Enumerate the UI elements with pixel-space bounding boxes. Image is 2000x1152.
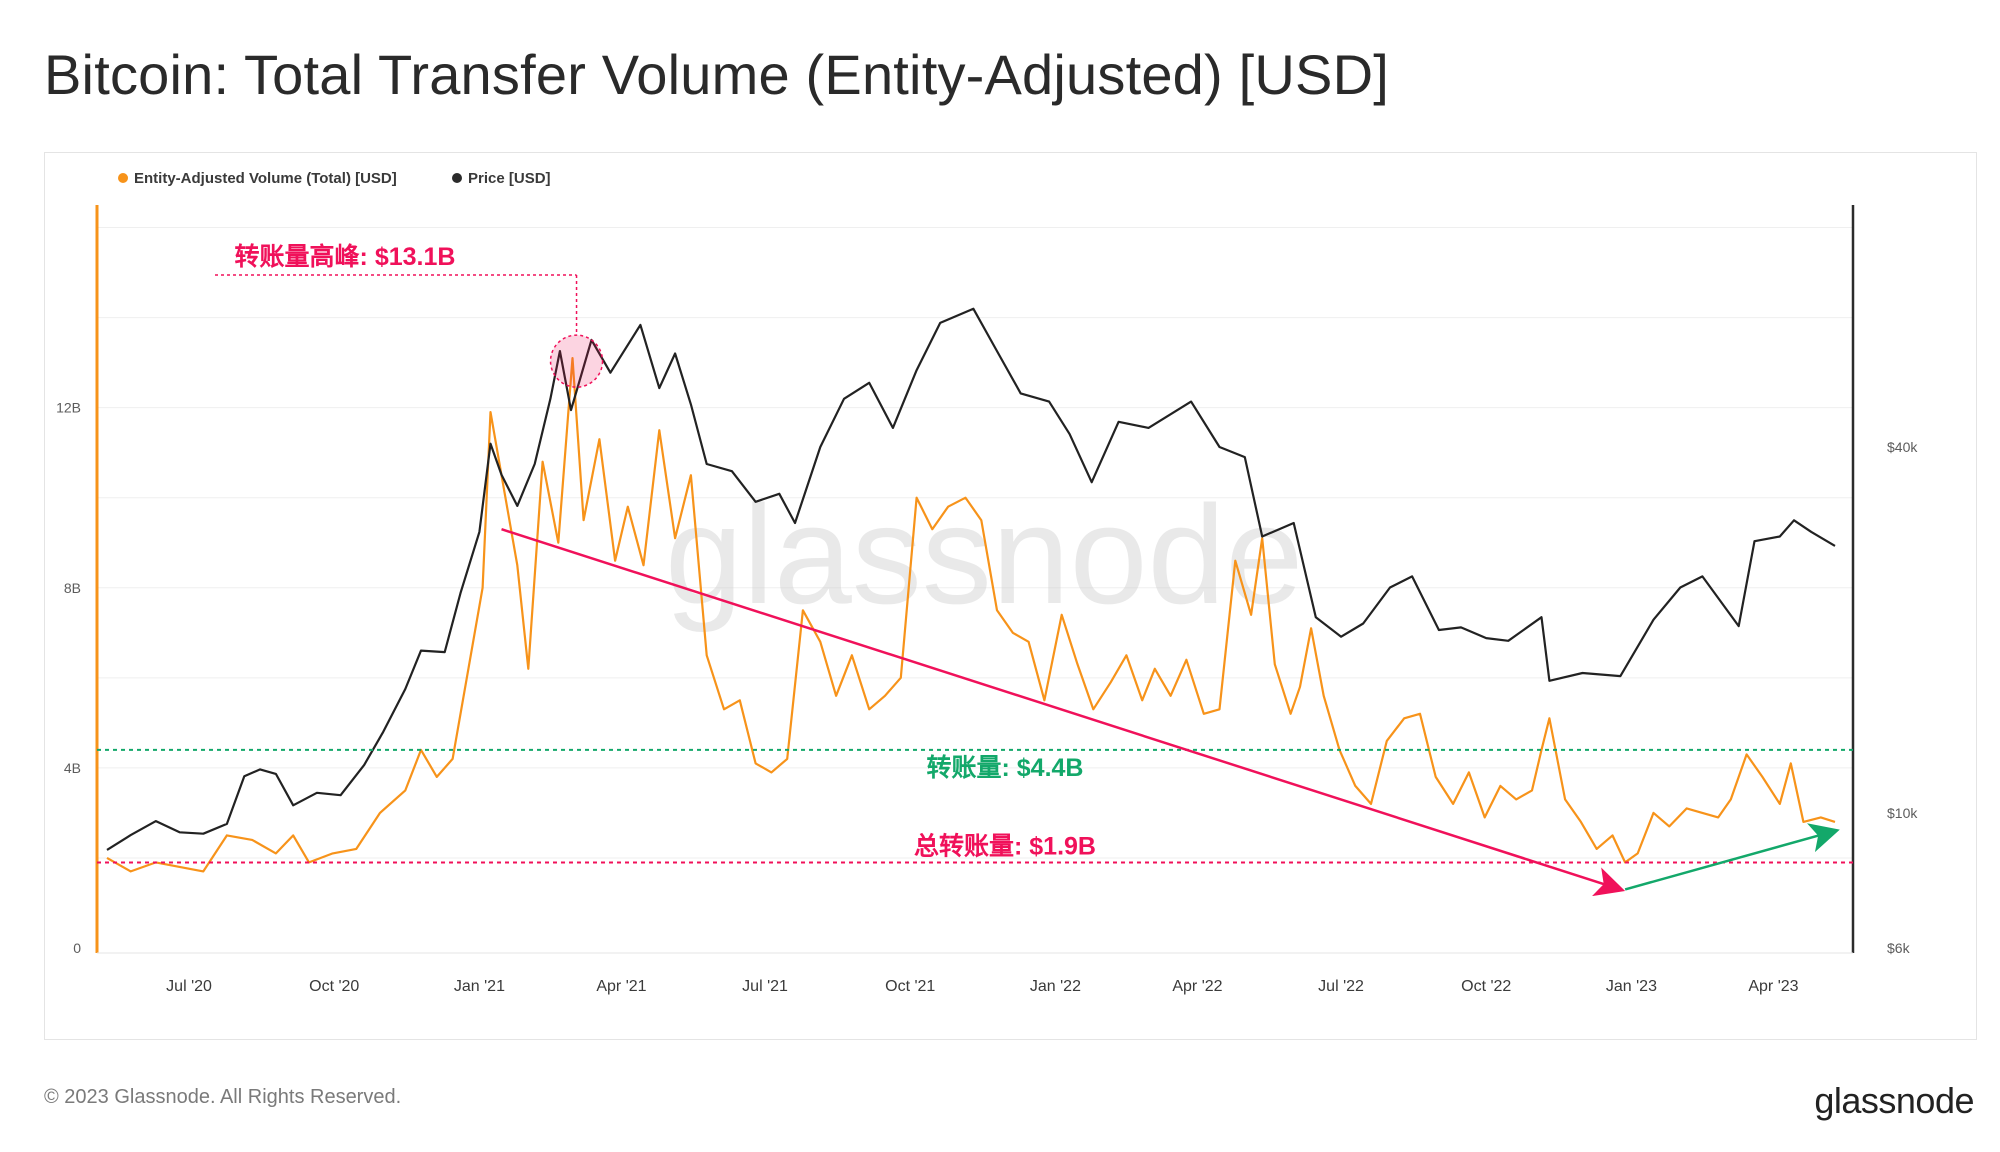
footer-copyright: © 2023 Glassnode. All Rights Reserved.: [44, 1086, 402, 1108]
x-ticks: Jul '20 Oct '20 Jan '21 Apr '21 Jul '21 Oct '…: [166, 978, 1798, 995]
x-tick-label: Jul '21: [742, 978, 788, 995]
x-tick-label: Apr '21: [596, 978, 646, 995]
y-right-tick-label: $6k: [1887, 940, 1911, 956]
x-tick-label: Jul '22: [1318, 978, 1364, 995]
trend-arrow-up: [1624, 823, 1840, 891]
trend-arrow-down: [501, 528, 1626, 897]
y-left-tick-label: 12B: [56, 400, 81, 416]
annotation-peak-label: 转账量高峰: $13.1B: [235, 242, 456, 271]
legend-volume-marker: [118, 173, 128, 183]
footer-logo[interactable]: glassnode: [1814, 1080, 1974, 1121]
watermark: glassnode: [665, 476, 1303, 633]
annotations: 转账量高峰: $13.1B 转账量: $4.4B 总转账量: $1.9B: [97, 242, 1853, 897]
y-left-ticks: 0 4B 8B 12B: [56, 400, 81, 956]
x-tick-label: Jan '21: [454, 978, 505, 995]
y-left-tick-label: 4B: [64, 760, 81, 776]
y-right-tick-label: $40k: [1887, 439, 1918, 455]
y-right-tick-label: $10k: [1887, 805, 1918, 821]
legend: Entity-Adjusted Volume (Total) [USD] Pri…: [118, 170, 551, 187]
x-tick-label: Apr '23: [1748, 978, 1798, 995]
legend-price-label: Price [USD]: [468, 170, 551, 187]
chart-svg: Entity-Adjusted Volume (Total) [USD] Pri…: [56, 170, 1918, 995]
x-tick-label: Jul '20: [166, 978, 212, 995]
annotation-1-9b-label: 总转账量: $1.9B: [914, 831, 1096, 860]
legend-price-marker: [452, 173, 462, 183]
annotation-peak-circle: [549, 334, 604, 388]
y-left-tick-label: 8B: [64, 580, 81, 596]
series-price-line: [106, 307, 1836, 851]
x-tick-label: Jan '22: [1030, 978, 1081, 995]
series-volume-line: [106, 357, 1836, 873]
chart-frame: Entity-Adjusted Volume (Total) [USD] Pri…: [44, 152, 1977, 1040]
gridlines: [97, 227, 1853, 859]
page-title: Bitcoin: Total Transfer Volume (Entity-A…: [44, 43, 1389, 106]
annotation-4-4b-label: 转账量: $4.4B: [927, 753, 1084, 782]
x-tick-label: Oct '22: [1461, 978, 1511, 995]
legend-volume-label: Entity-Adjusted Volume (Total) [USD]: [134, 170, 397, 187]
x-tick-label: Apr '22: [1172, 978, 1222, 995]
x-tick-label: Oct '20: [309, 978, 359, 995]
x-tick-label: Oct '21: [885, 978, 935, 995]
x-tick-label: Jan '23: [1606, 978, 1657, 995]
y-right-ticks: $6k $10k $40k: [1887, 439, 1918, 956]
y-left-tick-label: 0: [73, 940, 81, 956]
